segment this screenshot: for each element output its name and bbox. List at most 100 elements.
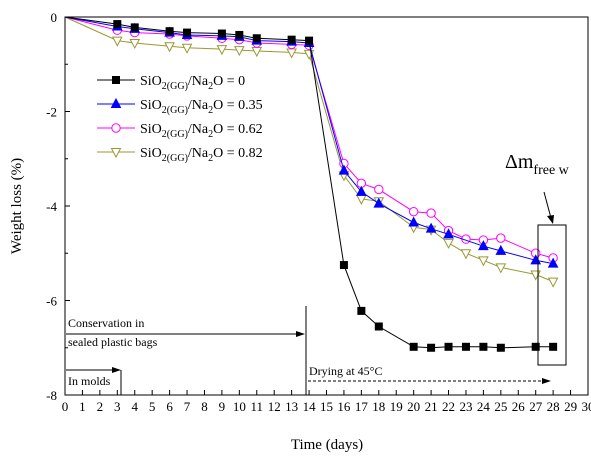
data-point — [234, 46, 245, 57]
x-tick-label: 18 — [372, 399, 385, 414]
data-point — [286, 48, 297, 59]
data-point — [374, 184, 384, 195]
data-point — [408, 206, 419, 217]
x-tick-label: 8 — [201, 399, 208, 414]
data-point — [287, 35, 296, 44]
x-tick-label: 25 — [494, 399, 507, 414]
x-tick-label: 3 — [114, 399, 121, 414]
data-point — [478, 240, 489, 251]
annotation-layer: Conservation in sealed plastic bags In m… — [66, 151, 570, 395]
data-point — [338, 164, 350, 175]
data-point — [111, 123, 121, 133]
x-tick-label: 11 — [251, 399, 264, 414]
delta-arrow — [543, 191, 552, 219]
x-tick-label: 0 — [62, 399, 69, 414]
data-point — [373, 197, 385, 208]
data-point — [496, 233, 506, 243]
data-point — [357, 306, 366, 315]
data-point — [112, 76, 120, 84]
x-tick-label: 13 — [285, 399, 298, 414]
x-tick-label: 6 — [166, 399, 173, 414]
x-tick-label: 12 — [268, 399, 281, 414]
series-line — [64, 16, 554, 349]
legend-entry: SiO2(GG)/Na2O = 0.62 — [97, 122, 263, 140]
x-tick-label: 16 — [337, 399, 351, 414]
conservation-label-1: Conservation in — [68, 316, 144, 330]
data-point — [547, 257, 559, 268]
data-point — [181, 43, 193, 54]
data-point — [110, 148, 122, 159]
legend-label: SiO2(GG)/Na2O = 0 — [140, 74, 245, 92]
drying-arrow-head — [542, 378, 551, 384]
x-tick-label: 19 — [390, 399, 403, 414]
legend-label: SiO2(GG)/Na2O = 0.62 — [140, 122, 263, 140]
data-point — [165, 27, 174, 36]
data-point — [443, 238, 454, 249]
conservation-arrow-head — [296, 331, 305, 337]
data-point — [479, 342, 488, 351]
x-tick-label: 24 — [477, 399, 491, 414]
x-axis-title: Time (days) — [291, 437, 363, 453]
x-tick-label: 29 — [564, 399, 577, 414]
in-molds-label: In molds — [68, 374, 111, 388]
legend-label: SiO2(GG)/Na2O = 0.82 — [140, 146, 263, 164]
data-point — [251, 47, 263, 58]
data-point — [461, 342, 470, 351]
x-tick-label: 21 — [425, 399, 438, 414]
data-point — [408, 216, 419, 227]
axis-ticks — [64, 16, 589, 396]
x-tick-label: 4 — [131, 399, 138, 414]
data-point — [110, 97, 122, 108]
series-layer — [64, 16, 559, 352]
x-tick-label: 10 — [233, 399, 246, 414]
y-tick-label: -2 — [46, 105, 57, 120]
x-tick-label: 30 — [582, 399, 591, 414]
legend-entry: SiO2(GG)/Na2O = 0.82 — [97, 146, 263, 164]
data-point — [235, 30, 244, 39]
x-tick-label: 1 — [79, 399, 86, 414]
data-point — [409, 342, 418, 351]
y-tick-label: -6 — [46, 294, 57, 309]
data-point — [547, 277, 559, 288]
x-tick-label: 2 — [97, 399, 104, 414]
data-point — [427, 343, 436, 352]
x-tick-label: 9 — [219, 399, 226, 414]
data-point — [495, 244, 507, 255]
conservation-label-2: sealed plastic bags — [68, 335, 158, 349]
x-tick-label: 7 — [184, 399, 191, 414]
data-point — [460, 249, 472, 260]
data-point — [531, 342, 540, 351]
data-point — [111, 36, 123, 47]
delta-box — [537, 224, 567, 366]
data-point — [444, 342, 453, 351]
data-point — [549, 342, 558, 351]
legend: SiO2(GG)/Na2O = 0 SiO2(GG)/Na2O = 0.35 SiO… — [97, 74, 263, 164]
x-tick-label: 17 — [355, 399, 369, 414]
x-tick-label: 20 — [407, 399, 420, 414]
delta-arrow-head — [547, 215, 554, 224]
x-tick-label: 26 — [512, 399, 526, 414]
x-tick-label: 23 — [459, 399, 472, 414]
data-point — [374, 322, 383, 331]
data-point — [216, 45, 228, 56]
data-point — [130, 23, 139, 32]
legend-entry: SiO2(GG)/Na2O = 0.35 — [97, 97, 263, 116]
data-point — [164, 42, 175, 53]
data-point — [113, 20, 122, 29]
data-point — [478, 256, 489, 267]
x-tick-label: 15 — [320, 399, 333, 414]
delta-main: Δm — [505, 151, 534, 173]
y-tick-label: -4 — [46, 199, 57, 214]
series-0 — [64, 16, 558, 352]
legend-label: SiO2(GG)/Na2O = 0.35 — [140, 98, 263, 116]
y-axis-title: Weight loss (%) — [9, 158, 25, 254]
x-tick-label: 5 — [149, 399, 156, 414]
delta-sub: free w — [533, 163, 569, 178]
y-tick-label: -8 — [46, 388, 57, 403]
legend-entry: SiO2(GG)/Na2O = 0 — [97, 74, 245, 92]
data-point — [443, 228, 454, 239]
y-tick-label: 0 — [51, 10, 58, 25]
x-tick-label: 27 — [529, 399, 543, 414]
data-point — [305, 36, 314, 45]
